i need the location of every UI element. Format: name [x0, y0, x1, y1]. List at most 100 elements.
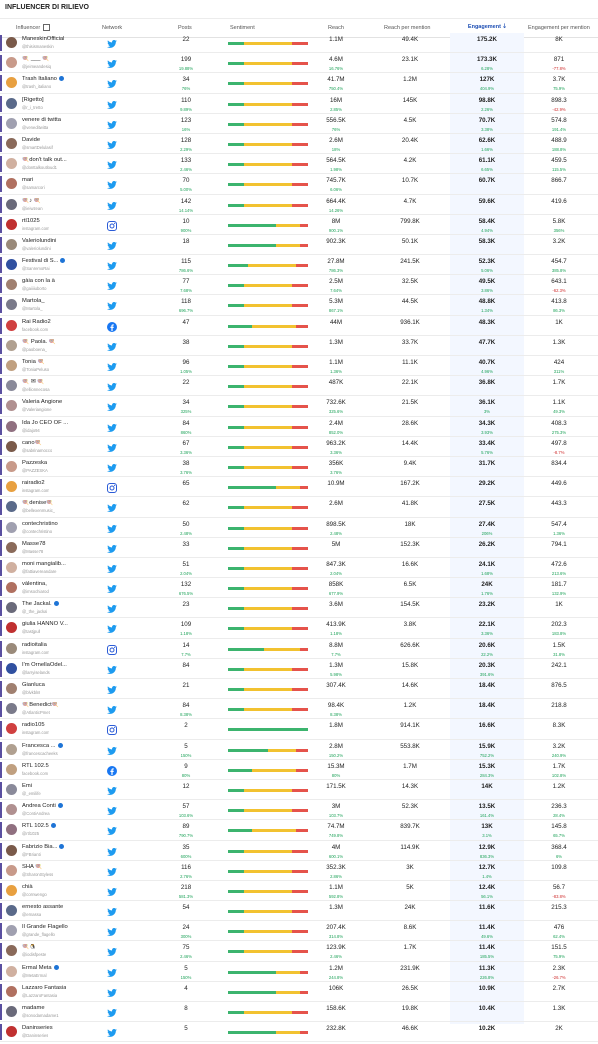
- twitter-icon[interactable]: [106, 138, 118, 150]
- twitter-icon[interactable]: [106, 542, 118, 554]
- avatar[interactable]: [6, 319, 17, 331]
- avatar[interactable]: [6, 440, 17, 452]
- twitter-icon[interactable]: [106, 239, 118, 251]
- twitter-icon[interactable]: [106, 986, 118, 998]
- avatar[interactable]: [6, 763, 17, 775]
- twitter-icon[interactable]: [106, 461, 118, 473]
- twitter-icon[interactable]: [106, 118, 118, 130]
- table-row[interactable]: Emi @_emilife 12 171.5K 14.3K 14K 1.2K: [0, 780, 598, 801]
- twitter-icon[interactable]: [106, 945, 118, 957]
- column-header-reach[interactable]: Reach: [328, 25, 344, 31]
- avatar[interactable]: [6, 178, 17, 190]
- twitter-icon[interactable]: [106, 966, 118, 978]
- influencer-name[interactable]: 🍭 Paola. 🍭: [22, 339, 56, 345]
- twitter-icon[interactable]: [106, 683, 118, 695]
- avatar[interactable]: [6, 481, 17, 493]
- avatar[interactable]: [6, 97, 17, 109]
- influencer-name[interactable]: 🍭Benedict🍭: [22, 702, 59, 708]
- avatar[interactable]: [6, 864, 17, 876]
- table-row[interactable]: RTL 102.5 facebook.com 9 80% 15.3M 80% 1.7M 15.…: [0, 760, 598, 780]
- table-row[interactable]: contechristino @contechristino 50 2.48% 898.…: [0, 518, 598, 538]
- table-row[interactable]: radio105 instagram.com 2 1.8M 914.1K 16.6K 8.3…: [0, 719, 598, 740]
- influencer-name[interactable]: Tonia 🍭: [22, 359, 45, 365]
- influencer-name[interactable]: Gianluca: [22, 682, 45, 688]
- table-row[interactable]: mari @samarcori 70 5.00% 745.7K 6.06% 10.7K 60.…: [0, 174, 598, 195]
- twitter-icon[interactable]: [106, 522, 118, 534]
- influencer-name[interactable]: Daninseries: [22, 1025, 53, 1031]
- influencer-name[interactable]: 🍭denise🍭: [22, 500, 54, 506]
- twitter-icon[interactable]: [106, 925, 118, 937]
- table-row[interactable]: Ermal Meta @MetaErmal 5 150% 1.2M 244.8% 231.9…: [0, 962, 598, 982]
- table-row[interactable]: Lazzaro Fantasia @LazzaroFantasia 4 106K 26.…: [0, 982, 598, 1002]
- avatar[interactable]: [6, 804, 17, 816]
- influencer-name[interactable]: madame: [22, 1005, 45, 1011]
- twitter-icon[interactable]: [106, 602, 118, 614]
- twitter-icon[interactable]: [106, 501, 118, 513]
- avatar[interactable]: [6, 218, 17, 230]
- influencer-name[interactable]: rtl1025: [22, 218, 40, 224]
- avatar[interactable]: [6, 400, 17, 412]
- influencer-name[interactable]: vàlentina,: [22, 581, 47, 587]
- avatar[interactable]: [6, 198, 17, 210]
- twitter-icon[interactable]: [106, 582, 118, 594]
- influencer-name[interactable]: chià: [22, 884, 33, 890]
- influencer-name[interactable]: Martola_: [22, 298, 45, 304]
- twitter-icon[interactable]: [106, 299, 118, 311]
- influencer-name[interactable]: gàia con la à: [22, 278, 55, 284]
- table-row[interactable]: Fabrizio Bia... @FBrianti 35 600% 4M 600.1% 11…: [0, 841, 598, 861]
- avatar[interactable]: [6, 1026, 17, 1038]
- column-header-sentiment[interactable]: Sentiment: [230, 25, 255, 31]
- table-row[interactable]: cano🍭 @sabrinamocco 67 3.36% 963.2K 3.36% 14.4…: [0, 437, 598, 457]
- influencer-name[interactable]: giulia HANNO V...: [22, 621, 68, 627]
- influencer-name[interactable]: I'm OrnellaOdel...: [22, 662, 67, 668]
- avatar[interactable]: [6, 117, 17, 129]
- avatar[interactable]: [6, 642, 17, 654]
- table-row[interactable]: Masse78 @Masse78 33 5M 152.3K 26.2K 794.1: [0, 538, 598, 558]
- table-row[interactable]: Davide @smartDelulasif 128 2.29% 2.6M 18% 20.4…: [0, 134, 598, 155]
- avatar[interactable]: [6, 259, 17, 271]
- influencer-name[interactable]: Il Grande Flagello: [22, 924, 68, 930]
- avatar[interactable]: [6, 420, 17, 432]
- table-row[interactable]: Francesca ... @francescacheeks 5 150% 2.8M 15…: [0, 740, 598, 760]
- avatar[interactable]: [6, 824, 17, 836]
- table-row[interactable]: Pazzeska @PAZZESKA 38 3.76% 356K 3.76% 9.4K 31.…: [0, 457, 598, 478]
- influencer-name[interactable]: SHA 🍭: [22, 864, 42, 870]
- avatar[interactable]: [6, 683, 17, 694]
- influencer-name[interactable]: Ida Jo CEO OF ...: [22, 420, 68, 426]
- avatar[interactable]: [6, 380, 17, 392]
- influencer-name[interactable]: Emi: [22, 783, 32, 789]
- influencer-name[interactable]: Pazzeska: [22, 460, 47, 466]
- avatar[interactable]: [6, 844, 17, 856]
- avatar[interactable]: [6, 57, 17, 69]
- twitter-icon[interactable]: [106, 703, 118, 715]
- table-row[interactable]: gàia con la à @gaiiiiuborto 77 7.68% 2.5M 7.6…: [0, 275, 598, 296]
- twitter-icon[interactable]: [106, 279, 118, 291]
- influencer-name[interactable]: Valeriolundini: [22, 238, 56, 244]
- influencer-name[interactable]: ernesto assante: [22, 904, 63, 910]
- table-row[interactable]: Valeria Angione @Valeriangione 34 325% 732.6…: [0, 396, 598, 417]
- table-row[interactable]: Tonia 🍭 @ToniaPeluso 96 1.05% 1.1M 1.36% 11.1K…: [0, 356, 598, 377]
- column-header-influencer[interactable]: Influencer: [16, 19, 51, 37]
- filter-icon[interactable]: [43, 24, 51, 32]
- avatar[interactable]: [6, 925, 17, 937]
- table-row[interactable]: rtl1025 instagram.com 10 900% 8M 900.1% 799.8K…: [0, 215, 598, 235]
- avatar[interactable]: [6, 945, 17, 957]
- twitter-icon[interactable]: [106, 360, 118, 372]
- influencer-name[interactable]: 🍭 ✉ 🍭: [22, 379, 45, 385]
- twitter-icon[interactable]: [106, 77, 118, 89]
- table-row[interactable]: ManeskinOfficial @thisismaneskin 22 1.1M 49.…: [0, 33, 598, 54]
- avatar[interactable]: [6, 703, 17, 715]
- avatar[interactable]: [6, 662, 17, 674]
- avatar[interactable]: [6, 279, 17, 291]
- twitter-icon[interactable]: [106, 885, 118, 897]
- influencer-name[interactable]: cano🍭: [22, 440, 42, 446]
- table-row[interactable]: Ida Jo CEO OF ... @idajo94 84 860% 2.4M 852.0…: [0, 417, 598, 437]
- twitter-icon[interactable]: [106, 784, 118, 796]
- table-row[interactable]: Rai Radio2 facebook.com 47 44M 936.1K 48.3K 1K: [0, 316, 598, 336]
- influencer-name[interactable]: [Rigetto]: [22, 97, 44, 103]
- avatar[interactable]: [6, 238, 17, 250]
- column-header-engagement-per-mention[interactable]: Engagement per mention: [528, 25, 590, 31]
- influencer-name[interactable]: Masse78: [22, 541, 46, 547]
- table-row[interactable]: SHA 🍭 @SharonStyless 116 2.76% 352.3K 2.86% 3K…: [0, 861, 598, 881]
- table-row[interactable]: 🍭Benedict🍭 @AtlanticPmet 84 8.38% 98.4K 8.38%…: [0, 699, 598, 720]
